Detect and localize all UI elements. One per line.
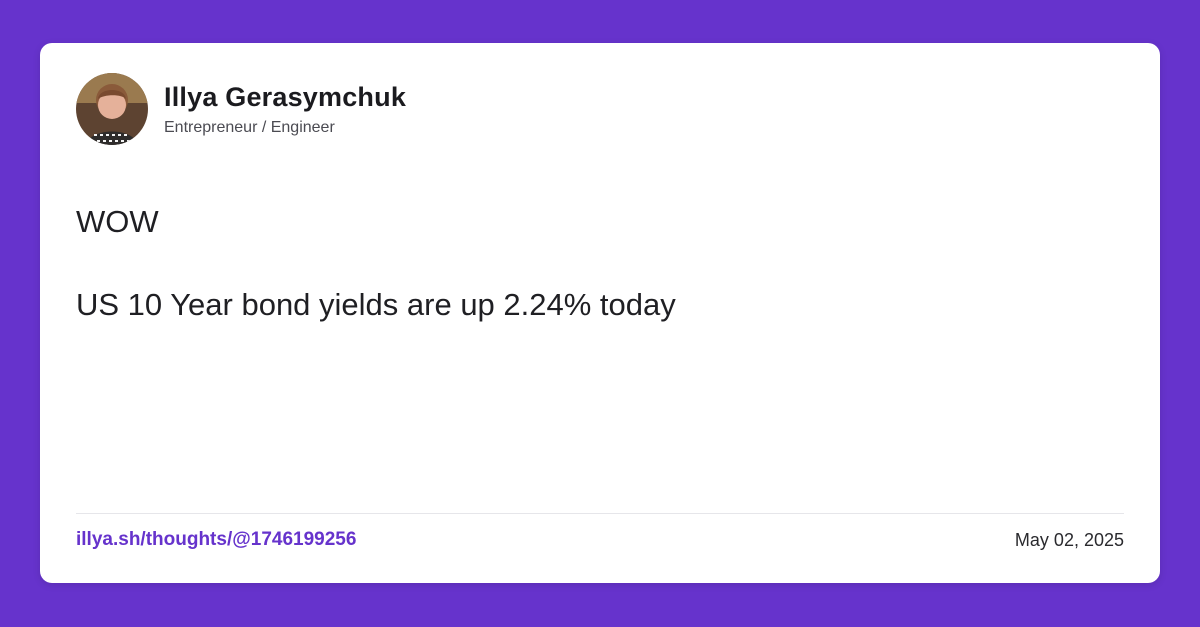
author-name[interactable]: Illya Gerasymchuk xyxy=(164,82,407,113)
post-text-line-1: WOW xyxy=(76,204,159,239)
post-text-line-2: US 10 Year bond yields are up 2.24% toda… xyxy=(76,287,676,323)
post-date: May 02, 2025 xyxy=(1014,529,1124,550)
author-title: Entrepreneur / Engineer xyxy=(164,118,335,136)
permalink-link[interactable]: illya.sh/thoughts/@1746199256 xyxy=(76,529,357,550)
footer-divider xyxy=(76,513,1124,514)
avatar[interactable] xyxy=(76,73,148,145)
author-info: Illya Gerasymchuk Entrepreneur / Enginee… xyxy=(164,81,406,137)
post-card: Illya Gerasymchuk Entrepreneur / Enginee… xyxy=(40,43,1160,583)
post-footer: illya.sh/thoughts/@1746199256 May 02, 20… xyxy=(76,529,1124,551)
avatar-portrait-icon xyxy=(76,73,148,145)
post-content: WOW US 10 Year bond yields are up 2.24% … xyxy=(76,203,1116,323)
post-header: Illya Gerasymchuk Entrepreneur / Enginee… xyxy=(76,73,406,145)
